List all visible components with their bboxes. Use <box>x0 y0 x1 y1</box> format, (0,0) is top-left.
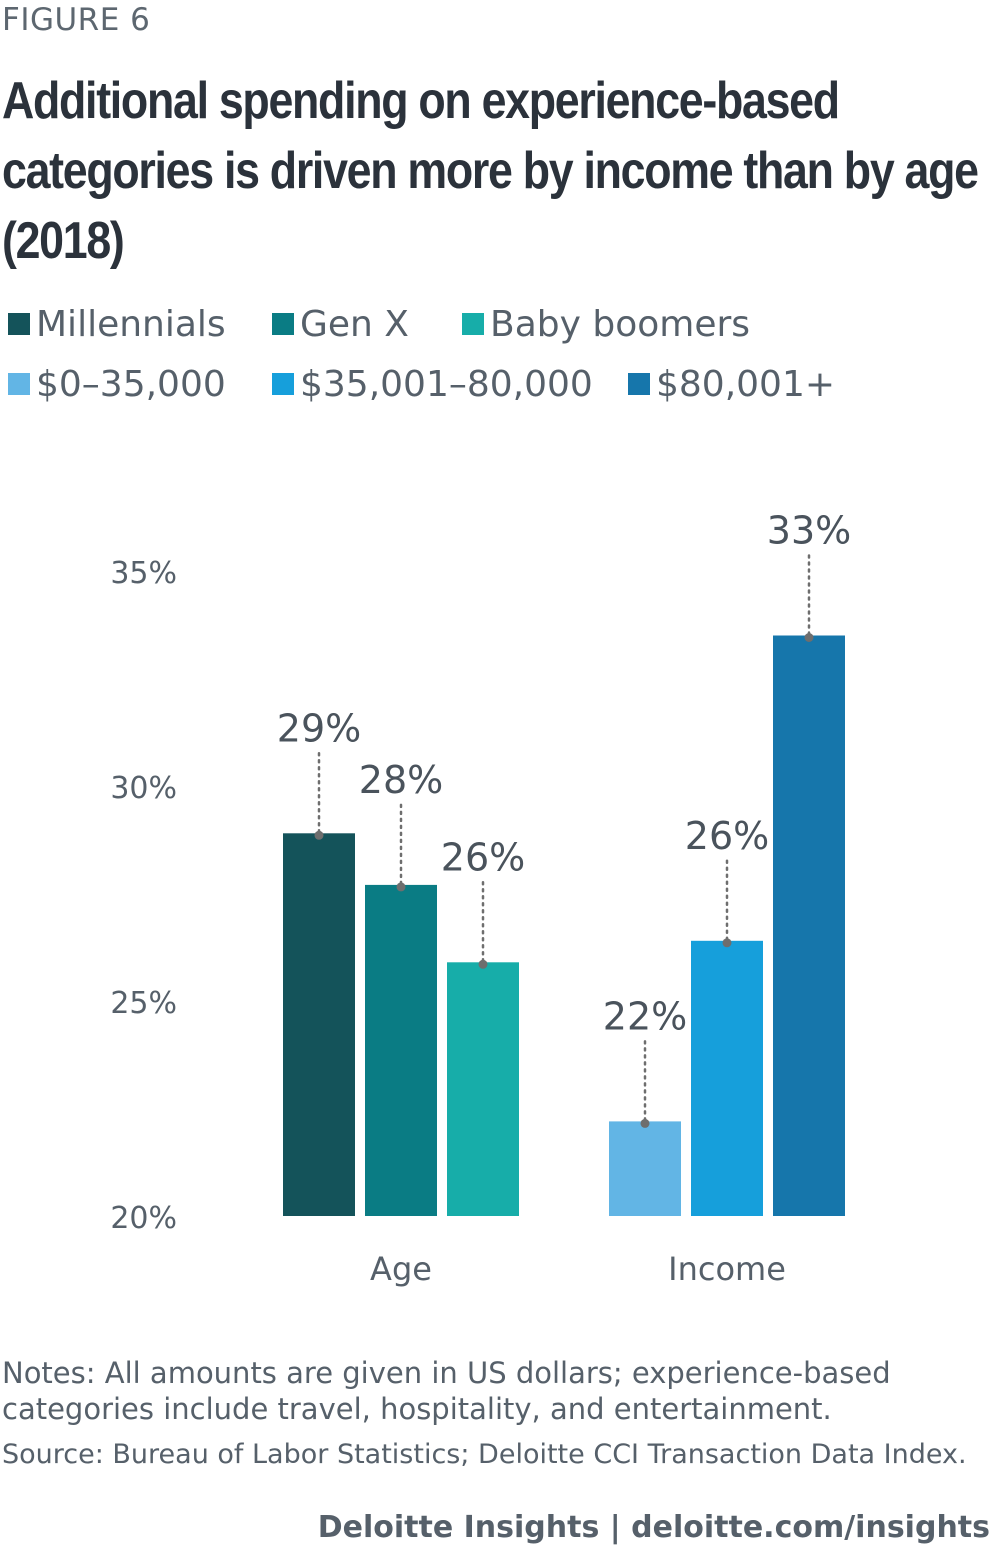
leader-dot <box>804 633 814 642</box>
bar <box>447 962 519 1216</box>
legend-label: Gen X <box>300 303 409 345</box>
legend-swatch <box>272 313 294 335</box>
data-label: 29% <box>277 706 361 750</box>
source: Source: Bureau of Labor Statistics; Delo… <box>2 1439 967 1470</box>
legend-item-baby-boomers: Baby boomers <box>462 303 751 345</box>
legend-label: Millennials <box>36 303 226 345</box>
bar <box>773 635 845 1216</box>
x-category-label: Age <box>370 1250 432 1288</box>
leader-dot <box>640 1118 650 1128</box>
legend-item-gen-x: Gen X <box>272 303 409 345</box>
figure-label: FIGURE 6 <box>2 2 151 38</box>
y-tick-label: 20% <box>110 1201 177 1236</box>
bar <box>609 1121 681 1216</box>
bar <box>691 940 763 1216</box>
bar <box>283 833 355 1216</box>
data-label: 22% <box>603 994 687 1038</box>
data-label: 26% <box>685 814 769 858</box>
y-tick-label: 35% <box>110 556 177 591</box>
data-label: 28% <box>359 758 443 802</box>
legend-item-millennials: Millennials <box>8 303 226 345</box>
bar <box>365 884 437 1216</box>
legend-item-income-low: $0–35,000 <box>8 363 226 405</box>
legend-swatch <box>8 373 30 395</box>
legend-label: Baby boomers <box>490 303 751 345</box>
legend-label: $80,001+ <box>656 363 836 405</box>
notes: Notes: All amounts are given in US dolla… <box>2 1356 891 1426</box>
legend-item-income-mid: $35,001–80,000 <box>272 363 593 405</box>
x-category-label: Income <box>668 1250 786 1288</box>
legend-label: $35,001–80,000 <box>300 363 593 405</box>
data-label: 33% <box>767 509 851 553</box>
footer-credit: Deloitte Insights | deloitte.com/insight… <box>317 1510 990 1545</box>
legend-label: $0–35,000 <box>36 363 226 405</box>
data-label: 26% <box>441 835 525 879</box>
y-tick-label: 25% <box>110 986 177 1021</box>
legend-swatch <box>8 313 30 335</box>
legend-item-income-high: $80,001+ <box>628 363 836 405</box>
chart-title: Additional spending on experience-based … <box>2 72 979 270</box>
legend-swatch <box>272 373 294 395</box>
leader-dot <box>478 959 488 969</box>
leader-dot <box>396 882 406 892</box>
legend-swatch <box>462 313 484 335</box>
y-tick-label: 30% <box>110 771 177 806</box>
legend-swatch <box>628 373 650 395</box>
leader-dot <box>314 830 324 840</box>
bar-chart: 20% 25% 30% 35% 29% 28% 26% Age 22% 26% 33% Income <box>110 509 851 1289</box>
leader-dot <box>722 938 732 948</box>
